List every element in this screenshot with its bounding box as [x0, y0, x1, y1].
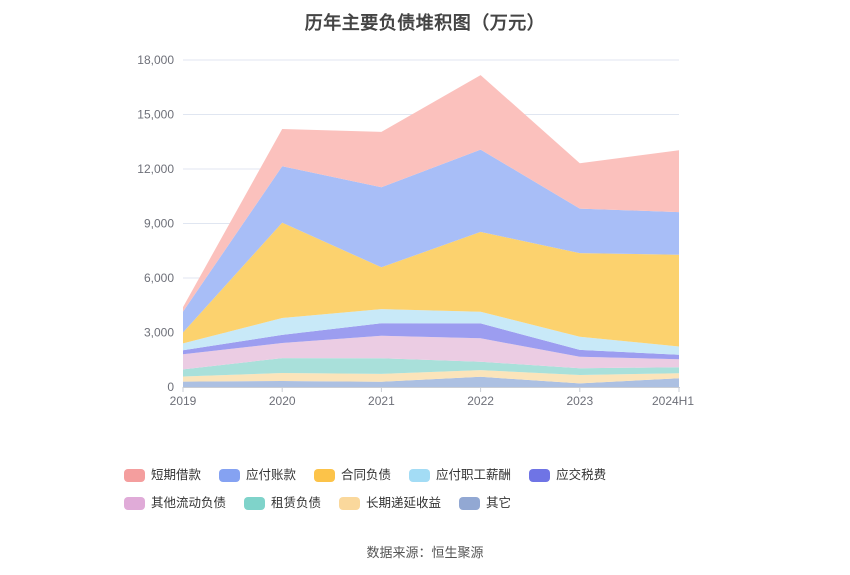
legend-swatch-icon [314, 469, 336, 482]
x-axis-label: 2021 [368, 394, 395, 408]
y-axis-label: 18,000 [137, 53, 174, 67]
legend-label: 长期递延收益 [366, 496, 442, 510]
data-source: 数据来源：恒生聚源 [366, 545, 484, 560]
y-axis-label: 6,000 [144, 271, 174, 285]
x-axis-label: 2020 [269, 394, 296, 408]
y-axis-label: 9,000 [144, 217, 174, 231]
legend-item-短期借款[interactable]: 短期借款 [124, 468, 201, 483]
area-series-其它 [183, 376, 679, 387]
area-series-合同负债 [183, 222, 679, 347]
legend-item-应交税费[interactable]: 应交税费 [529, 468, 606, 483]
legend-label: 短期借款 [151, 468, 202, 482]
legend-label: 其它 [486, 496, 512, 510]
x-axis-label: 2022 [467, 394, 494, 408]
legend-swatch-icon [409, 469, 431, 482]
x-axis-label: 2019 [170, 394, 197, 408]
area-series-应交税费 [183, 323, 679, 360]
x-axis-label: 2023 [566, 394, 593, 408]
y-axis-label: 3,000 [144, 326, 174, 340]
legend-swatch-icon [529, 469, 551, 482]
legend-swatch-icon [459, 497, 481, 510]
legend-swatch-icon [124, 469, 145, 482]
chart-title: 历年主要负债堆积图（万元） [304, 13, 546, 33]
stacked-area-plot: 0 3,000 6,000 9,000 12,000 15,000 18,000 2019 20… [137, 53, 694, 408]
area-series-短期借款 [183, 75, 679, 312]
y-axis-label: 12,000 [137, 162, 174, 176]
area-series-应付账款 [183, 149, 679, 333]
legend-item-租赁负债[interactable]: 租赁负债 [244, 496, 321, 511]
x-axis-label: 2024H1 [652, 394, 694, 408]
legend-label: 应付账款 [246, 468, 297, 482]
legend-label: 租赁负债 [271, 496, 322, 510]
area-series-长期递延收益 [183, 370, 679, 384]
y-axis-label: 0 [167, 380, 174, 394]
legend-label: 应交税费 [556, 468, 607, 482]
area-series-应付职工薪酬 [183, 309, 679, 355]
legend-item-合同负债[interactable]: 合同负债 [314, 468, 391, 483]
legend-item-应付账款[interactable]: 应付账款 [219, 468, 296, 483]
area-series-租赁负债 [183, 358, 679, 377]
legend-item-其它[interactable]: 其它 [459, 496, 511, 511]
legend-item-应付职工薪酬[interactable]: 应付职工薪酬 [409, 468, 511, 483]
legend-swatch-icon [124, 497, 145, 510]
legend-label: 应付职工薪酬 [436, 468, 512, 482]
legend: 短期借款 应付账款 合同负债 应付职工薪酬 应交税费其他流动负债 租赁负债 长期递延收益 其它 [124, 468, 726, 511]
legend-swatch-icon [339, 497, 361, 510]
legend-item-其他流动负债[interactable]: 其他流动负债 [124, 496, 226, 511]
area-series-其他流动负债 [183, 335, 679, 370]
legend-swatch-icon [244, 497, 266, 510]
legend-label: 其他流动负债 [151, 496, 227, 510]
y-axis-label: 15,000 [137, 108, 174, 122]
legend-item-长期递延收益[interactable]: 长期递延收益 [339, 496, 441, 511]
legend-label: 合同负债 [341, 468, 392, 482]
legend-swatch-icon [219, 469, 241, 482]
